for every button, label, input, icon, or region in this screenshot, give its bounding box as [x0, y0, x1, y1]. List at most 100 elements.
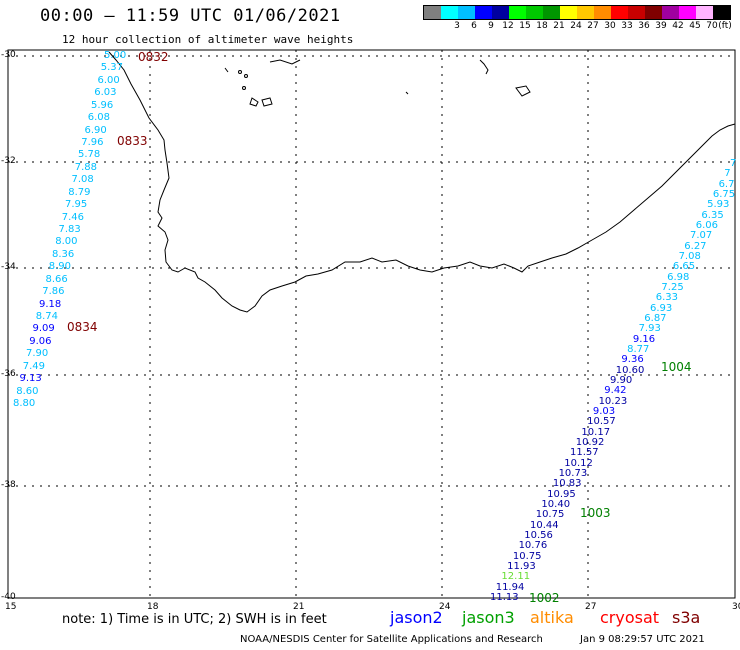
- wave-height-east: 9.16: [632, 333, 656, 345]
- wave-height-west: 5.96: [91, 99, 114, 111]
- legend-unit: (ft): [718, 21, 732, 31]
- wave-height-west: 7.46: [61, 211, 85, 223]
- lat-tick-label: -30: [1, 50, 16, 60]
- wave-height-east: 10.17: [581, 426, 611, 438]
- wave-height-west: 7.90: [26, 348, 49, 360]
- wave-height-east: 6.65: [672, 261, 696, 273]
- wave-height-west: 9.13: [19, 373, 42, 385]
- wave-height-east: 10.73: [558, 468, 588, 479]
- island: [242, 86, 246, 90]
- legend-swatch: [679, 6, 696, 19]
- legend-swatch: [560, 6, 577, 19]
- pass-time-label: 0833: [117, 134, 148, 148]
- wave-height-east: 7.25: [661, 282, 684, 293]
- wave-height-west: 7.83: [58, 224, 81, 235]
- lon-tick-label: 21: [293, 602, 305, 612]
- coastline-south-africa: [108, 51, 736, 313]
- lon-tick-label: 30: [732, 602, 740, 612]
- legend-label: 6: [471, 21, 477, 31]
- wave-height-east: 10.95: [547, 488, 576, 500]
- generation-timestamp: Jan 9 08:29:57 UTC 2021: [580, 634, 705, 645]
- wave-height-west: 7.08: [71, 174, 94, 186]
- color-legend-bar: [423, 5, 731, 20]
- wave-height-east: 9.36: [621, 354, 644, 366]
- wave-height-east: 8.77: [627, 344, 650, 355]
- wave-height-west: 9.18: [39, 298, 62, 310]
- pass-time-label: 1003: [580, 506, 611, 520]
- wave-height-west: 6.08: [87, 112, 111, 124]
- legend-label: 45: [689, 21, 701, 31]
- legend-label: 21: [553, 21, 565, 31]
- legend-swatch: [662, 6, 679, 19]
- legend-swatch: [713, 6, 730, 19]
- wave-height-east: 6.27: [684, 240, 707, 252]
- island: [244, 74, 248, 78]
- wave-height-west: 7.96: [81, 137, 104, 148]
- legend-label: 12: [502, 21, 514, 31]
- wave-height-east: 7: [730, 158, 737, 169]
- lat-tick-label: -32: [1, 156, 16, 166]
- wave-height-east: 10.75: [512, 550, 542, 562]
- wave-height-east: 10.60: [615, 364, 645, 376]
- wave-height-east: 6.7: [718, 178, 735, 190]
- coastline-inland-north: [224, 59, 489, 95]
- map-border: [7, 49, 736, 599]
- wave-height-east: 10.57: [587, 416, 616, 428]
- legend-swatch: [628, 6, 645, 19]
- wave-height-east: 6.98: [667, 271, 690, 283]
- wave-height-east: 10.83: [552, 478, 582, 490]
- lat-tick-label: -36: [1, 369, 16, 379]
- island: [249, 97, 259, 107]
- wave-height-west: 5.37: [100, 62, 124, 74]
- legend-label: 39: [655, 21, 667, 31]
- lat-tick-label: -40: [1, 592, 16, 602]
- wave-height-east: 10.75: [535, 509, 565, 521]
- legend-label: 36: [638, 21, 650, 31]
- wave-height-east: 12.11: [501, 571, 531, 583]
- wave-height-east: 9.03: [592, 406, 616, 417]
- wave-height-east: 6.87: [644, 313, 667, 324]
- wave-height-east: 11.57: [570, 447, 599, 459]
- wave-height-east: 10.76: [518, 540, 548, 552]
- pass-time-label: 1004: [661, 360, 692, 374]
- wave-height-west: 7.49: [22, 360, 46, 372]
- wave-height-west: 9.09: [32, 323, 55, 335]
- wave-height-east: 7.07: [690, 230, 713, 242]
- lon-tick-label: 27: [585, 602, 597, 612]
- legend-label: 15: [519, 21, 531, 31]
- wave-height-east: 11.94: [495, 581, 525, 593]
- wave-height-west: 7.86: [42, 286, 65, 298]
- wave-height-east: 7.93: [638, 323, 661, 335]
- legend-label: 9: [488, 21, 494, 31]
- pass-time-label: 1002: [529, 591, 560, 605]
- wave-height-east: 6.35: [701, 209, 724, 221]
- legend-swatch: [645, 6, 662, 19]
- island: [261, 97, 273, 107]
- legend-label: 3: [454, 21, 460, 31]
- wave-height-east: 10.92: [575, 437, 605, 448]
- legend-label: 27: [587, 21, 599, 31]
- wave-height-west: 8.79: [68, 186, 91, 198]
- legend-swatch: [492, 6, 509, 19]
- wave-height-east: 9.42: [604, 385, 627, 397]
- small-islands: [238, 70, 531, 107]
- wave-height-east: 11.13: [490, 592, 519, 603]
- wave-height-west: 8.90: [48, 261, 72, 273]
- wave-height-east: 6.06: [695, 220, 718, 231]
- legend-swatch: [509, 6, 526, 19]
- lon-tick-label: 15: [5, 602, 17, 612]
- satellite-legend-item: jason3: [462, 608, 515, 627]
- legend-label: 24: [570, 21, 582, 31]
- wave-height-west: 8.00: [55, 236, 78, 248]
- satellite-legend-item: s3a: [672, 608, 701, 627]
- legend-swatch: [594, 6, 611, 19]
- satellite-legend-item: altika: [530, 608, 574, 627]
- wave-height-west: 6.90: [84, 124, 107, 136]
- pass-time-label: 0832: [138, 50, 169, 64]
- wave-height-west: 6.00: [97, 74, 120, 86]
- legend-swatch: [458, 6, 475, 19]
- legend-label: 70: [706, 21, 718, 31]
- units-note: note: 1) Time is in UTC; 2) SWH is in fe…: [62, 612, 327, 627]
- wave-height-east: 7: [724, 168, 731, 180]
